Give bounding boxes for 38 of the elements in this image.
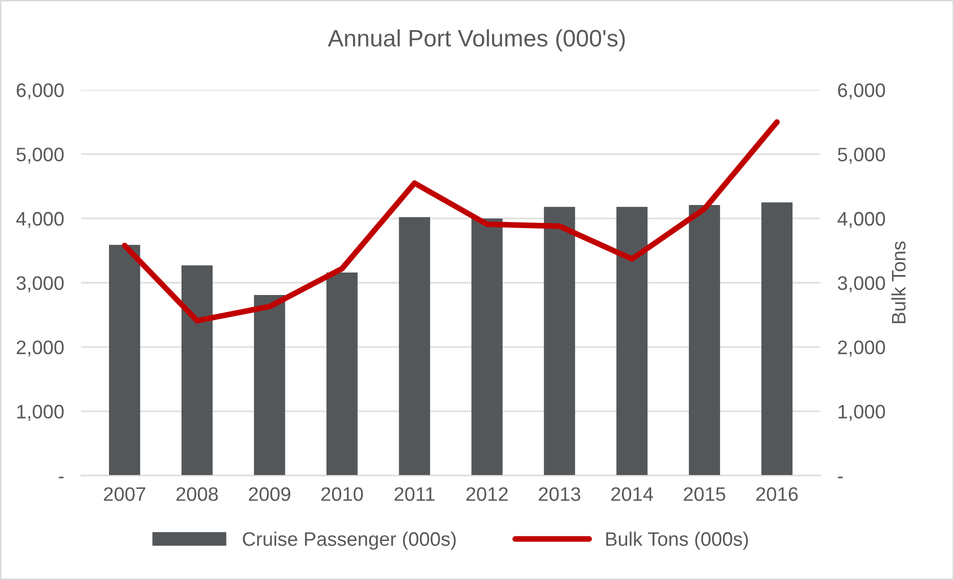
bar	[181, 265, 213, 476]
y2-tick-label: 6,000	[838, 83, 886, 100]
x-tick-label: 2012	[466, 487, 508, 501]
x-tick-label: 2015	[684, 487, 726, 501]
x-tick-label: 2016	[756, 487, 798, 501]
y2-tick-label: 1,000	[838, 404, 886, 421]
x-tick-label: 2013	[538, 487, 580, 501]
bar	[761, 202, 793, 476]
x-tick-label: 2007	[104, 487, 146, 501]
chart-title: Annual Port Volumes (000's)	[328, 29, 625, 52]
x-tick-label: 2009	[248, 487, 290, 501]
legend-label: Bulk Tons (000s)	[606, 532, 748, 550]
y-tick-label: 2,000	[16, 340, 64, 357]
x-tick-label: 2010	[321, 487, 363, 501]
y-tick-label: 4,000	[16, 212, 64, 228]
bar	[326, 272, 358, 476]
bar	[616, 206, 648, 476]
y-tick-label: 1,000	[17, 404, 64, 421]
x-tick-label: 2014	[611, 487, 654, 501]
y-tick-label: 3,000	[16, 276, 64, 292]
y2-tick-label: 4,000	[838, 212, 886, 228]
legend-label: Cruise Passenger (000s)	[242, 532, 456, 550]
bar	[254, 294, 286, 476]
y2-tick-label: 5,000	[838, 148, 886, 164]
bar	[108, 244, 140, 476]
x-tick-label: 2008	[176, 487, 218, 501]
y-tick-label: -	[58, 476, 64, 478]
y2-tick-label: -	[838, 476, 843, 478]
bar	[688, 204, 720, 476]
bar	[471, 218, 503, 476]
bar	[544, 206, 576, 476]
y2-tick-label: 2,000	[838, 340, 886, 357]
y2-axis-title: Bulk Tons	[891, 241, 906, 324]
x-tick-label: 2011	[394, 487, 434, 501]
y2-tick-label: 3,000	[838, 276, 886, 292]
y-tick-label: 5,000	[16, 148, 64, 164]
y-tick-label: 6,000	[16, 83, 64, 100]
bar	[398, 217, 430, 476]
